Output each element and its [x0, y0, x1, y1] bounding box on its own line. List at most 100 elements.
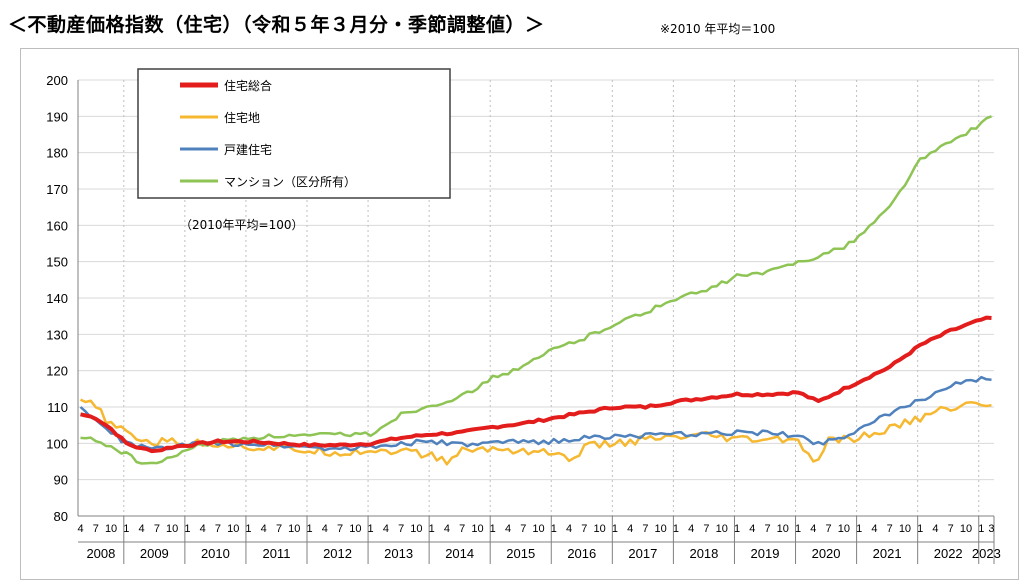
month-tick: 1: [184, 523, 190, 535]
month-tick: 10: [410, 523, 422, 535]
year-label-2015: 2015: [506, 546, 535, 561]
year-label-2016: 2016: [567, 546, 596, 561]
legend-label-3: マンション（区分所有）: [224, 175, 356, 189]
month-tick: 1: [917, 523, 923, 535]
year-label-2017: 2017: [628, 546, 657, 561]
month-tick: 4: [444, 523, 450, 535]
year-label-2019: 2019: [751, 546, 780, 561]
month-tick: 7: [398, 523, 404, 535]
month-tick: 7: [520, 523, 526, 535]
month-tick: 4: [688, 523, 694, 535]
month-tick: 4: [383, 523, 389, 535]
y-tick-120: 120: [46, 364, 68, 379]
month-tick: 4: [932, 523, 938, 535]
month-tick: 7: [459, 523, 465, 535]
legend-box: [137, 68, 451, 199]
legend-label-0: 住宅総合: [224, 78, 272, 93]
month-tick: 7: [581, 523, 587, 535]
month-tick: 1: [551, 523, 557, 535]
month-tick: 7: [276, 523, 282, 535]
year-label-2014: 2014: [445, 546, 474, 561]
y-tick-90: 90: [54, 473, 68, 488]
month-tick: 7: [948, 523, 954, 535]
year-label-2021: 2021: [873, 546, 902, 561]
month-tick: 1: [734, 523, 740, 535]
month-tick: 10: [532, 523, 544, 535]
month-tick: 10: [105, 523, 117, 535]
month-tick: 4: [505, 523, 511, 535]
month-tick: 10: [593, 523, 605, 535]
month-tick: 7: [215, 523, 221, 535]
month-tick: 4: [810, 523, 816, 535]
month-tick: 10: [716, 523, 728, 535]
series-line-1: [79, 398, 992, 466]
y-tick-170: 170: [46, 182, 68, 197]
y-tick-160: 160: [46, 218, 68, 233]
month-tick: 10: [288, 523, 300, 535]
index-note: ※2010 年平均＝100: [660, 22, 776, 36]
month-tick: 7: [826, 523, 832, 535]
month-tick: 10: [349, 523, 361, 535]
month-tick: 7: [154, 523, 160, 535]
month-tick: 1: [612, 523, 618, 535]
year-label-2012: 2012: [323, 546, 352, 561]
series-line-0: [80, 315, 992, 454]
month-tick: 7: [887, 523, 893, 535]
y-axis: 80 90 100 110 120 130 140 150 160 170 180 190 200: [46, 73, 79, 524]
month-tick: 4: [322, 523, 328, 535]
page-title: ＜不動産価格指数（住宅）（令和５年３月分・季節調整値）＞: [8, 14, 545, 36]
month-tick: 4: [77, 523, 83, 535]
month-tick: 1: [490, 523, 496, 535]
year-label-2018: 2018: [689, 546, 718, 561]
year-label-2022: 2022: [934, 546, 963, 561]
month-tick: 4: [627, 523, 633, 535]
legend-label-2: 戸建住宅: [224, 142, 272, 157]
y-tick-200: 200: [46, 73, 68, 88]
year-label-2020: 2020: [812, 546, 841, 561]
year-label-2009: 2009: [140, 546, 169, 561]
month-tick: 10: [960, 523, 972, 535]
y-tick-100: 100: [46, 436, 68, 451]
y-tick-130: 130: [46, 327, 68, 342]
month-tick: 1: [368, 523, 374, 535]
month-tick: 1: [978, 523, 984, 535]
month-tick: 3: [988, 523, 994, 535]
year-label-2023: 2023: [972, 546, 1001, 561]
year-label-2008: 2008: [86, 546, 115, 561]
month-tick: 7: [703, 523, 709, 535]
month-tick: 10: [777, 523, 789, 535]
month-tick: 7: [642, 523, 648, 535]
month-tick: 1: [429, 523, 435, 535]
series-line-3: [80, 115, 992, 465]
year-label-2010: 2010: [201, 546, 230, 561]
month-tick: 1: [673, 523, 679, 535]
y-tick-180: 180: [46, 146, 68, 161]
y-tick-190: 190: [46, 109, 68, 124]
legend-label-1: 住宅地: [224, 110, 260, 125]
y-tick-150: 150: [46, 255, 68, 270]
month-tick: 7: [764, 523, 770, 535]
month-tick: 1: [856, 523, 862, 535]
month-tick: 10: [899, 523, 911, 535]
month-tick: 10: [838, 523, 850, 535]
x-axis: 2008 2009 2010 2011 2012 2013 2014 2015 2016 2017…: [77, 515, 1001, 564]
base-year-annotation: （2010年平均=100）: [180, 218, 304, 232]
year-label-2013: 2013: [384, 546, 413, 561]
month-tick: 10: [227, 523, 239, 535]
series-line-2: [79, 375, 992, 452]
month-tick: 10: [655, 523, 667, 535]
month-tick: 10: [471, 523, 483, 535]
month-tick: 4: [566, 523, 572, 535]
month-tick: 10: [166, 523, 178, 535]
month-tick: 4: [261, 523, 267, 535]
y-tick-110: 110: [47, 400, 68, 415]
month-tick: 7: [337, 523, 343, 535]
month-tick: 4: [200, 523, 206, 535]
series-lines: [79, 115, 992, 466]
y-tick-80: 80: [54, 509, 68, 524]
month-tick: 4: [139, 523, 145, 535]
month-tick: 1: [795, 523, 801, 535]
month-tick: 4: [749, 523, 755, 535]
